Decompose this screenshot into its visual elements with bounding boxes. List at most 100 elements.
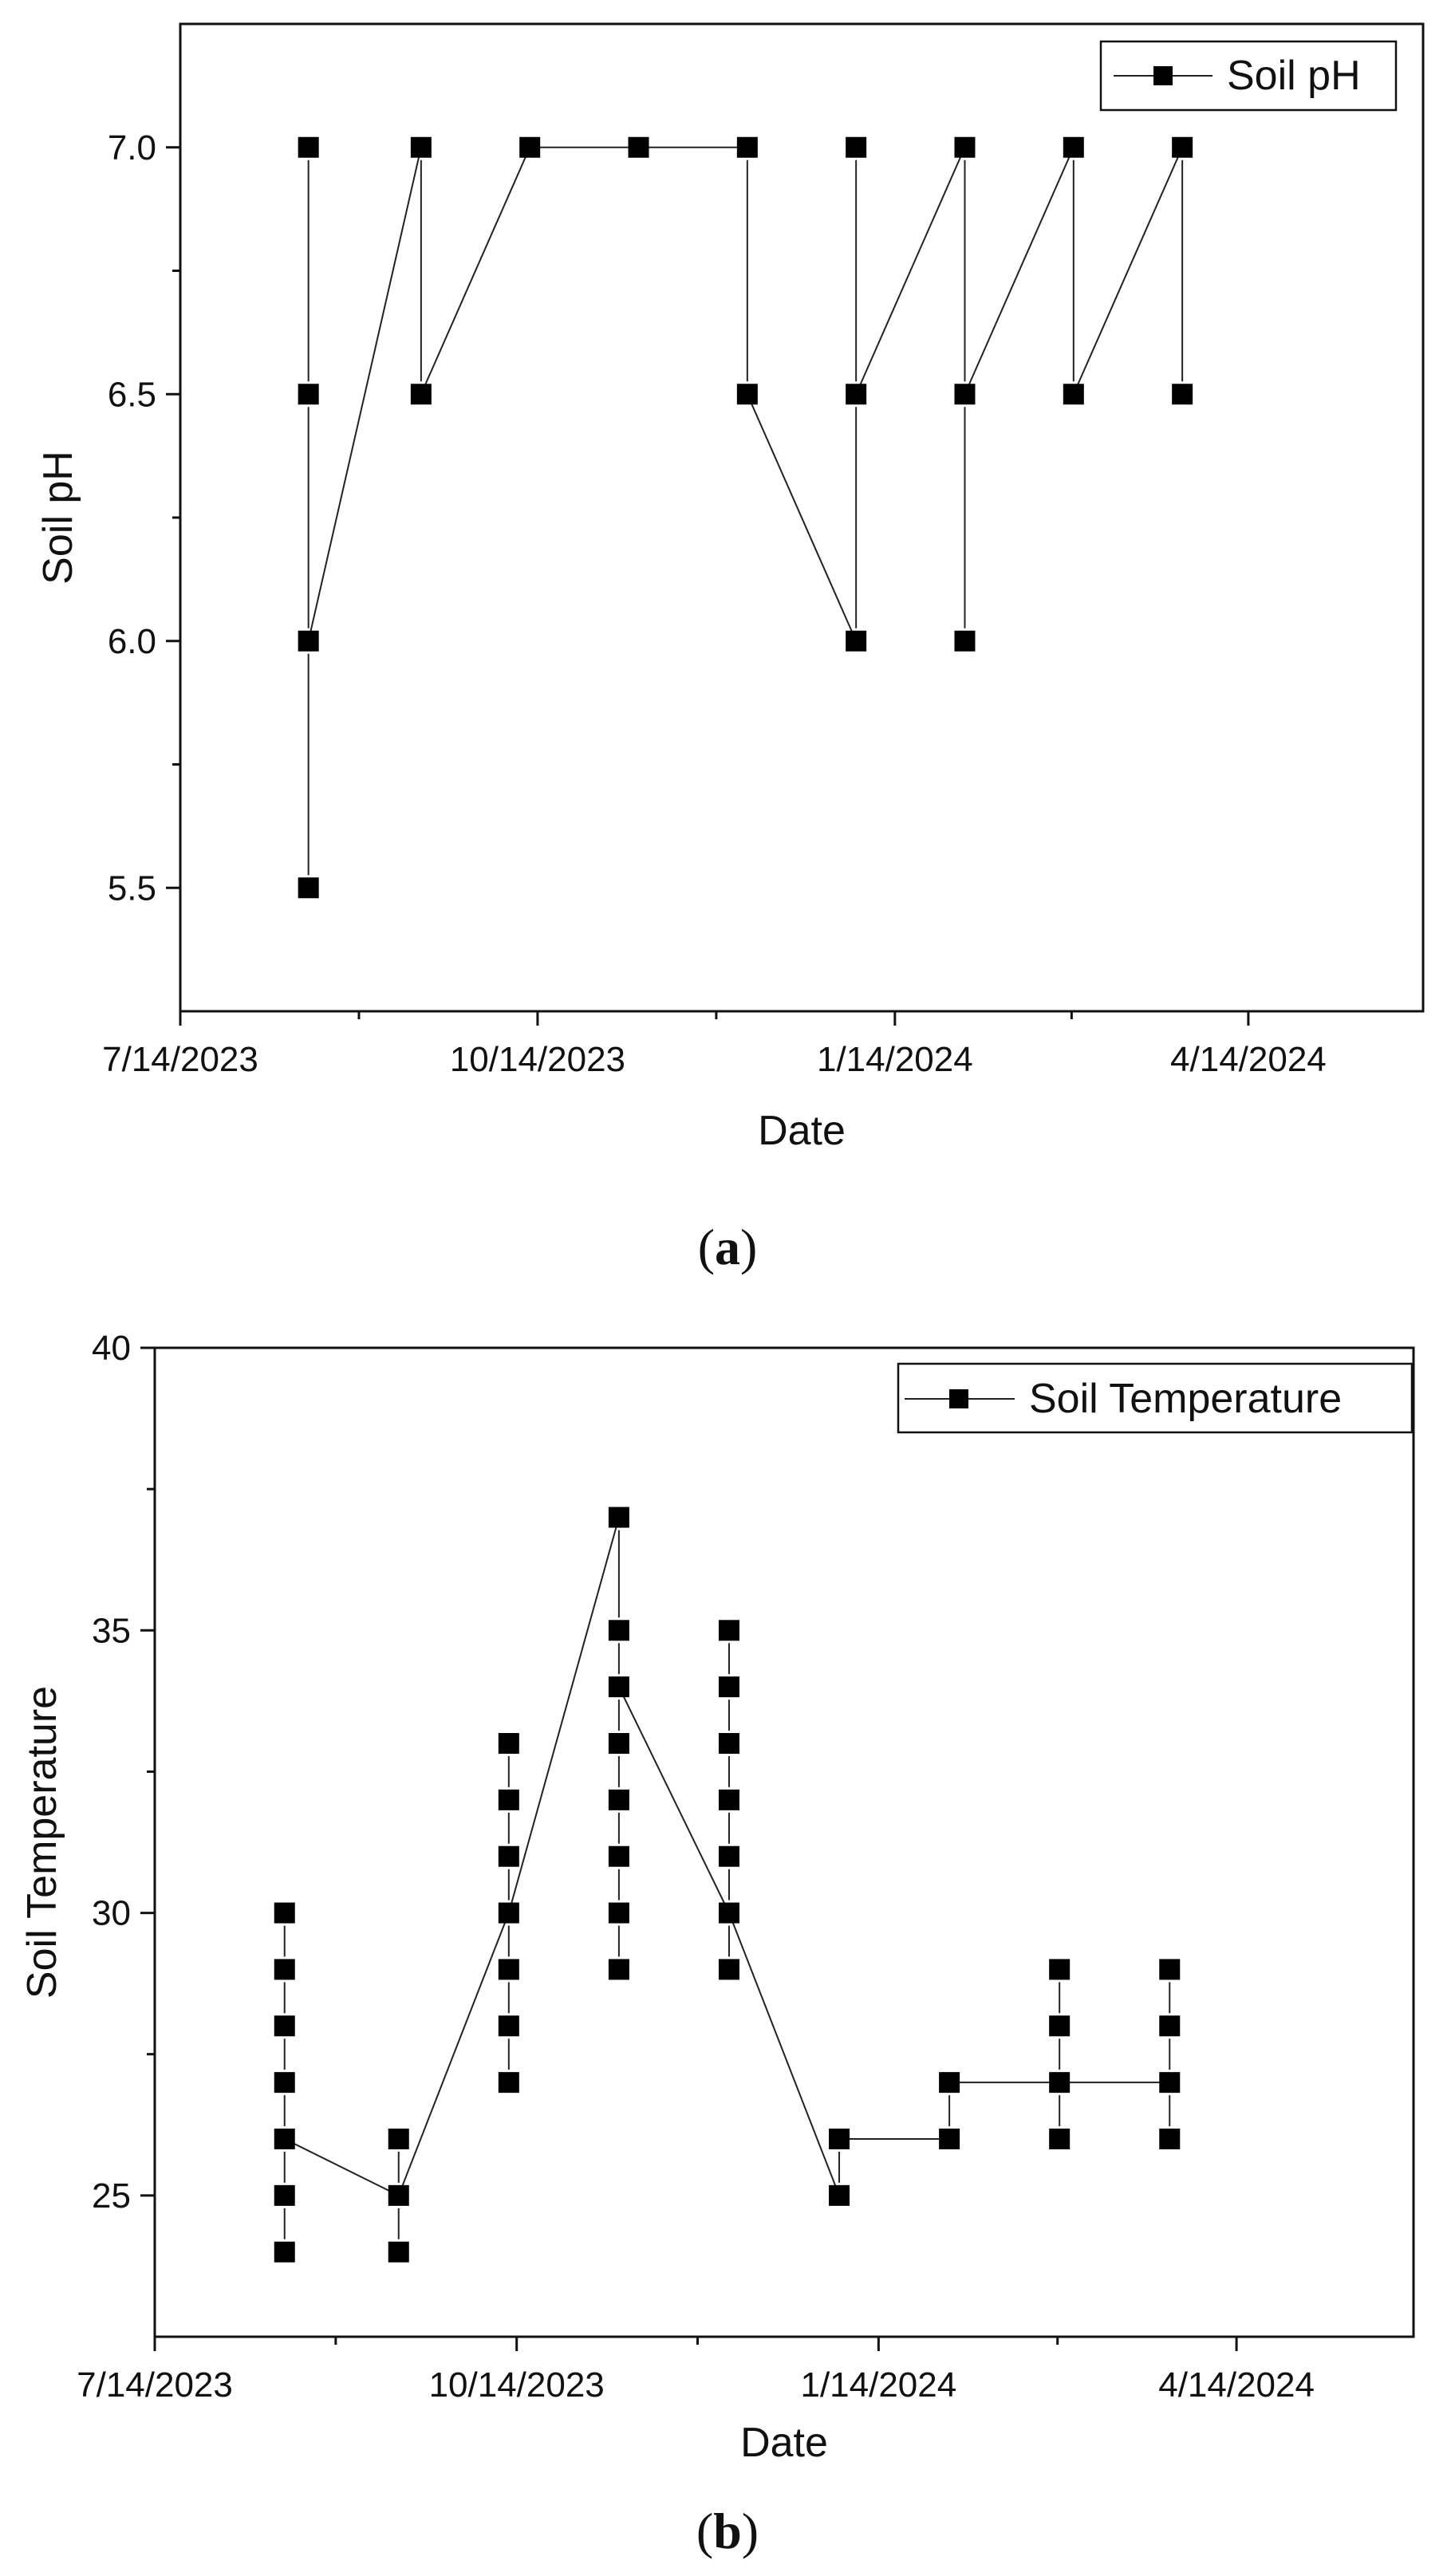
data-point (1159, 1959, 1181, 1980)
axis-ticks: 7/14/2023 10/14/2023 1/14/2024 4/14/2024 5.5… (102, 128, 1327, 1079)
series-line (397, 1912, 510, 2196)
data-point (954, 630, 976, 652)
data-point (829, 2129, 850, 2149)
series-line (855, 147, 966, 395)
data-point (1172, 384, 1193, 405)
data-point (628, 136, 649, 158)
data-point (1159, 2129, 1181, 2149)
data-point (298, 384, 319, 405)
data-point (388, 2129, 409, 2149)
data-point (388, 2241, 409, 2263)
data-point (1049, 2072, 1071, 2093)
data-point (1159, 2072, 1181, 2093)
y-axis-title: Soil pH (35, 451, 81, 585)
data-point (718, 1845, 739, 1867)
data-point (498, 2015, 519, 2037)
axis-ticks: 7/14/2023 10/14/2023 1/14/2024 4/14/2024 25 3… (77, 1329, 1315, 2405)
data-point (388, 2184, 409, 2206)
data-point (608, 1676, 629, 1698)
series-markers (298, 136, 1193, 899)
data-point (498, 1733, 519, 1754)
y-tick-label: 30 (92, 1894, 131, 1933)
data-point (298, 630, 319, 652)
legend-label: Soil Temperature (1029, 1376, 1342, 1422)
soil-ph-chart: 7/14/2023 10/14/2023 1/14/2024 4/14/2024 5.5… (35, 22, 1425, 1275)
series-line (507, 1517, 620, 1913)
series-lines (307, 146, 1184, 876)
data-point (718, 1789, 739, 1810)
y-tick-label: 25 (92, 2176, 131, 2216)
data-point (608, 1902, 629, 1924)
series-lines (283, 1517, 1171, 2239)
data-point (954, 136, 976, 158)
x-axis-title: Date (758, 1108, 846, 1154)
x-tick-label: 4/14/2024 (1170, 1040, 1327, 1079)
y-axis-title: Soil Temperature (19, 1686, 65, 1999)
data-point (939, 2129, 960, 2149)
data-point (954, 384, 976, 405)
data-point (498, 1959, 519, 1980)
data-point (298, 136, 319, 158)
x-tick-label: 1/14/2024 (817, 1040, 973, 1079)
series-line (964, 147, 1074, 395)
data-point (718, 1620, 739, 1641)
data-point (718, 1676, 739, 1698)
data-point (846, 630, 867, 652)
data-point (274, 2129, 295, 2149)
figure-caption-b: (b) (696, 2503, 759, 2559)
caption-letter: a (715, 1219, 740, 1275)
data-point (410, 136, 432, 158)
legend-label: Soil pH (1227, 53, 1361, 99)
data-point (608, 1620, 629, 1641)
data-point (829, 2184, 850, 2206)
y-tick-label: 6.0 (108, 622, 156, 661)
data-point (718, 1902, 739, 1924)
x-tick-label: 7/14/2023 (102, 1040, 258, 1079)
data-point (736, 136, 758, 158)
series-line (284, 2138, 400, 2196)
series-line (617, 1686, 730, 1914)
data-point (608, 1845, 629, 1867)
y-tick-label: 5.5 (108, 869, 156, 908)
x-tick-label: 10/14/2023 (450, 1040, 625, 1079)
figure-b: 7/14/2023 10/14/2023 1/14/2024 4/14/2024 25 3… (0, 1308, 1455, 2576)
legend: Soil pH (1099, 40, 1398, 112)
data-point (608, 1733, 629, 1754)
soil-temperature-chart: 7/14/2023 10/14/2023 1/14/2024 4/14/2024 25 3… (19, 1329, 1415, 2559)
data-point (736, 384, 758, 405)
data-point (939, 2072, 960, 2093)
y-tick-label: 6.5 (108, 375, 156, 414)
data-point (1172, 136, 1193, 158)
data-point (274, 1902, 295, 1924)
plot-frame (153, 1346, 1415, 2338)
legend: Soil Temperature (897, 1362, 1414, 1434)
legend-marker (949, 1389, 968, 1408)
data-point (1063, 136, 1084, 158)
series-line (728, 1912, 840, 2196)
data-point (298, 877, 319, 899)
data-point (410, 384, 432, 405)
data-point (1063, 384, 1084, 405)
data-point (718, 1959, 739, 1980)
data-point (498, 1902, 519, 1924)
data-point (1049, 1959, 1071, 1980)
data-point (274, 2184, 295, 2206)
data-point (274, 2015, 295, 2037)
data-point (1159, 2015, 1181, 2037)
data-point (1049, 2015, 1071, 2037)
x-axis-title: Date (740, 2420, 828, 2466)
data-point (498, 1789, 519, 1810)
data-point (608, 1959, 629, 1980)
series-line (307, 147, 422, 641)
data-point (498, 2072, 519, 2093)
series-markers (274, 1507, 1181, 2263)
data-point (1049, 2129, 1071, 2149)
caption-letter: b (713, 2503, 742, 2559)
data-point (274, 2072, 295, 2093)
y-tick-label: 40 (92, 1329, 131, 1368)
data-point (274, 2241, 295, 2263)
x-tick-label: 7/14/2023 (77, 2365, 233, 2405)
data-point (718, 1733, 739, 1754)
data-point (846, 384, 867, 405)
data-point (846, 136, 867, 158)
